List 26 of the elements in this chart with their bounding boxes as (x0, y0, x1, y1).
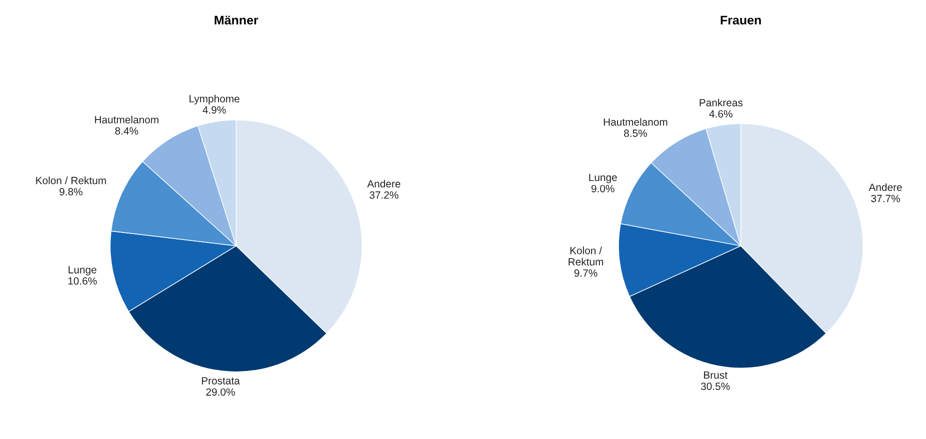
slice-label: Kolon / Rektum (36, 176, 106, 184)
slice-label: Hautmelanom (604, 118, 668, 126)
data-label: 9.0% (591, 184, 614, 192)
slice-label: Lymphome (190, 94, 240, 104)
slice-label: Pankreas (700, 98, 743, 106)
data-label: 30.5% (700, 382, 730, 390)
slice-label: Kolon / Rektum (568, 246, 604, 266)
chart-title: Männer (214, 16, 258, 25)
slice-label: Brust (704, 372, 728, 379)
data-label: 10.6% (68, 277, 97, 285)
slice-label: Lunge (589, 174, 617, 184)
data-label: 9.7% (574, 269, 598, 277)
data-label: 9.8% (60, 188, 82, 196)
slice-label: Andere (868, 183, 902, 191)
data-label: 29.0% (206, 388, 235, 396)
chart-title: Frauen (720, 16, 761, 25)
slice-label: Hautmelanom (95, 116, 158, 124)
data-label: 8.5% (624, 130, 647, 137)
data-label: 8.4% (115, 127, 138, 135)
slice-label: Prostata (202, 377, 240, 384)
slice-label: Andere (367, 180, 400, 188)
data-label: 4.6% (709, 110, 732, 118)
slice-label: Lunge (68, 266, 96, 276)
data-label: 37.2% (370, 191, 398, 199)
data-label: 37.7% (871, 194, 900, 202)
data-label: 4.9% (202, 106, 226, 114)
